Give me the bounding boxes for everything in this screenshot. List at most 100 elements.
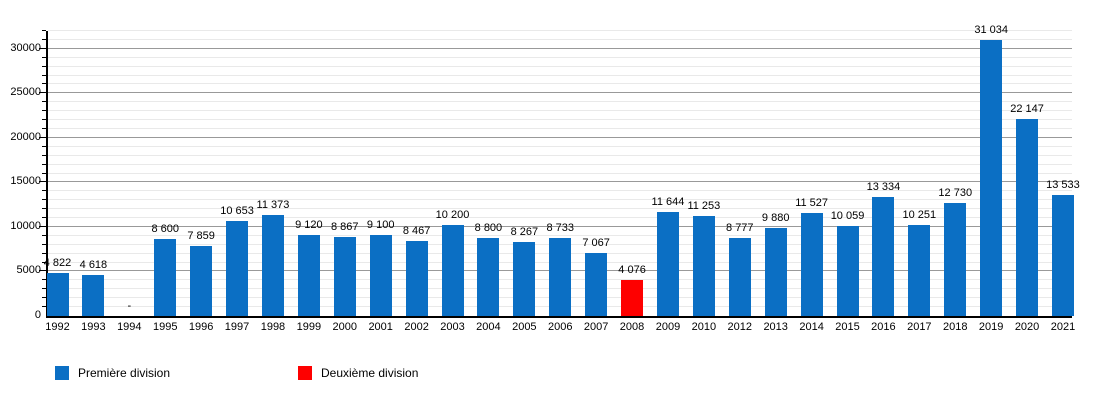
- y-axis-tick: [42, 163, 46, 165]
- y-axis-tick: [42, 217, 46, 219]
- gridline-minor: [48, 154, 1072, 156]
- value-label-2000: 8 867: [331, 221, 359, 234]
- x-tick-label-2012: 2012: [727, 321, 753, 333]
- bar-2000: [333, 237, 356, 316]
- x-tick-label-1998: 1998: [260, 321, 286, 333]
- gridline-minor: [48, 190, 1072, 192]
- y-axis-label-10000: 10000: [10, 219, 41, 232]
- bar-2002: [405, 240, 428, 316]
- value-label-2012: 8 777: [726, 221, 754, 234]
- gridline-major: [48, 181, 1072, 183]
- bar-1996: [190, 246, 213, 316]
- value-label-1996: 7 859: [187, 230, 215, 242]
- y-axis-tick: [42, 65, 46, 67]
- gridline-minor: [48, 83, 1072, 85]
- value-label-2019: 31 034: [974, 23, 1008, 36]
- gridline-minor: [48, 74, 1072, 76]
- legend-swatch-premiere-division: [55, 366, 69, 380]
- value-label-2021: 13 533: [1046, 179, 1080, 192]
- y-axis-tick: [42, 190, 46, 192]
- gridline-major: [48, 225, 1072, 227]
- value-label-2004: 8 800: [474, 221, 503, 234]
- bar-2006: [549, 238, 572, 316]
- gridline-minor: [48, 110, 1072, 112]
- gridline-minor: [48, 145, 1072, 147]
- y-axis-tick: [39, 47, 46, 49]
- y-axis-tick: [39, 136, 46, 138]
- gridline-minor: [48, 199, 1072, 201]
- y-axis-tick: [42, 30, 46, 31]
- bar-2003: [441, 225, 464, 316]
- x-tick-label-1999: 1999: [296, 321, 322, 333]
- y-axis-tick: [42, 208, 46, 210]
- value-label-2017: 10 251: [902, 208, 937, 221]
- value-label-2006: 8 733: [546, 222, 574, 235]
- bar-2007: [585, 253, 608, 316]
- bar-1997: [226, 221, 249, 316]
- bar-2009: [656, 212, 679, 316]
- y-axis-label-0: 0: [34, 309, 41, 321]
- legend-label-premiere-division: Première division: [78, 366, 171, 380]
- value-label-1994: -: [127, 300, 132, 312]
- gridline-minor: [48, 127, 1072, 129]
- value-label-1999: 9 120: [295, 218, 323, 231]
- legend-item-deuxieme-division: Deuxième division: [298, 366, 418, 380]
- x-tick-label-2008: 2008: [619, 321, 645, 333]
- gridline-minor: [48, 30, 1072, 31]
- gridline-major: [48, 136, 1072, 138]
- y-axis-tick: [39, 225, 46, 227]
- value-label-1995: 8 600: [151, 223, 179, 236]
- value-label-1993: 4 618: [79, 258, 108, 271]
- gridline-minor: [48, 65, 1072, 67]
- x-tick-label-2002: 2002: [404, 321, 429, 333]
- gridline-minor: [48, 56, 1072, 58]
- value-label-2013: 9 880: [761, 212, 790, 224]
- y-axis-tick: [39, 270, 46, 272]
- bar-2019: [980, 39, 1003, 316]
- y-axis-label-25000: 25000: [10, 86, 41, 99]
- bar-1993: [82, 274, 105, 316]
- x-tick-label-1994: 1994: [117, 321, 142, 333]
- bar-2004: [477, 237, 500, 316]
- bar-2005: [513, 242, 536, 316]
- y-axis-tick: [42, 145, 46, 147]
- y-axis-tick: [42, 119, 46, 121]
- y-axis-tick: [42, 83, 46, 85]
- y-axis-label-15000: 15000: [10, 175, 41, 188]
- x-tick-label-2007: 2007: [583, 321, 609, 333]
- y-axis-tick: [42, 38, 46, 40]
- x-tick-label-2020: 2020: [1014, 321, 1040, 333]
- legend-item-premiere-division: Première division: [55, 366, 170, 380]
- gridline-minor: [48, 101, 1072, 103]
- x-tick-label-2010: 2010: [691, 321, 717, 333]
- y-axis-tick: [42, 110, 46, 112]
- y-axis-tick: [42, 288, 46, 290]
- x-tick-label-2018: 2018: [943, 321, 968, 333]
- y-axis-tick: [42, 172, 46, 174]
- value-label-1997: 10 653: [220, 205, 254, 218]
- value-label-2018: 12 730: [938, 186, 973, 199]
- y-axis-label-20000: 20000: [10, 130, 41, 143]
- bar-2001: [369, 234, 392, 316]
- y-axis-tick: [42, 101, 46, 103]
- bar-2016: [872, 197, 895, 316]
- y-axis-tick: [42, 261, 46, 263]
- y-axis-tick: [42, 279, 46, 281]
- y-axis-label-5000: 5000: [16, 264, 41, 277]
- bar-1995: [154, 239, 177, 316]
- y-axis-tick: [42, 199, 46, 201]
- bar-2018: [944, 202, 967, 316]
- value-label-2020: 22 147: [1010, 102, 1044, 115]
- bar-2014: [800, 213, 823, 316]
- x-tick-label-2013: 2013: [763, 321, 788, 333]
- value-label-2001: 9 100: [366, 218, 395, 231]
- value-label-2016: 13 334: [866, 181, 901, 194]
- value-label-2008: 4 076: [618, 263, 646, 276]
- legend-label-deuxieme-division: Deuxième division: [321, 366, 419, 380]
- y-axis-tick: [42, 56, 46, 58]
- y-axis-tick: [42, 243, 46, 245]
- bar-2020: [1016, 118, 1039, 316]
- value-label-1998: 11 373: [256, 198, 290, 211]
- x-tick-label-1995: 1995: [152, 321, 178, 333]
